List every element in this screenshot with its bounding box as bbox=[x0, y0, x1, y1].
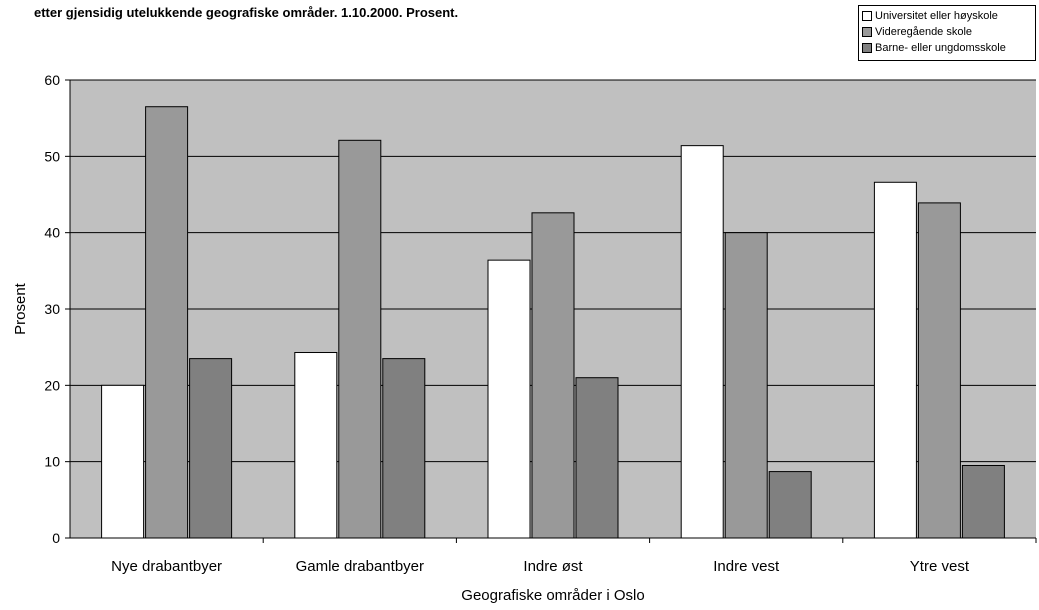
bar bbox=[487, 259, 531, 539]
legend-label-barne-ungdomsskole: Barne- eller ungdomsskole bbox=[875, 42, 1006, 54]
y-axis-label: Prosent bbox=[12, 282, 29, 335]
bar bbox=[961, 464, 1005, 539]
y-tick-label: 60 bbox=[44, 72, 60, 88]
x-tick-label: Gamle drabantbyer bbox=[296, 558, 424, 575]
legend-swatch-videregaende bbox=[862, 27, 872, 37]
bar bbox=[338, 139, 382, 539]
y-tick-label: 40 bbox=[44, 225, 60, 241]
bar bbox=[531, 212, 575, 539]
bar bbox=[101, 384, 145, 539]
y-tick-label: 50 bbox=[44, 148, 60, 164]
bar bbox=[294, 352, 338, 539]
bar bbox=[917, 202, 961, 539]
y-tick-label: 20 bbox=[44, 377, 60, 393]
bar bbox=[873, 181, 917, 539]
bar bbox=[724, 232, 768, 539]
bar bbox=[680, 145, 724, 539]
x-tick-label: Ytre vest bbox=[910, 558, 970, 575]
bar bbox=[575, 377, 619, 539]
y-tick-label: 10 bbox=[44, 454, 60, 470]
legend-item-universitet: Universitet eller høyskole bbox=[862, 8, 1032, 24]
bar bbox=[189, 358, 233, 539]
y-tick-label: 30 bbox=[44, 301, 60, 317]
y-tick-label: 0 bbox=[52, 530, 60, 546]
legend-label-universitet: Universitet eller høyskole bbox=[875, 10, 998, 22]
x-axis-label: Geografiske områder i Oslo bbox=[461, 587, 644, 604]
x-tick-label: Indre vest bbox=[713, 558, 780, 575]
bar bbox=[768, 471, 812, 539]
bar bbox=[145, 106, 189, 539]
chart-title: etter gjensidig utelukkende geografiske … bbox=[34, 5, 459, 20]
legend-swatch-universitet bbox=[862, 11, 872, 21]
legend-label-videregaende: Videregående skole bbox=[875, 26, 973, 38]
legend-item-barne-ungdomsskole: Barne- eller ungdomsskole bbox=[862, 40, 1032, 56]
bar bbox=[382, 358, 426, 539]
chart-legend: Universitet eller høyskole Videregående … bbox=[858, 5, 1036, 61]
x-tick-label: Indre øst bbox=[523, 558, 583, 575]
legend-swatch-barne-ungdomsskole bbox=[862, 43, 872, 53]
x-tick-label: Nye drabantbyer bbox=[111, 558, 222, 575]
legend-item-videregaende: Videregående skole bbox=[862, 24, 1032, 40]
